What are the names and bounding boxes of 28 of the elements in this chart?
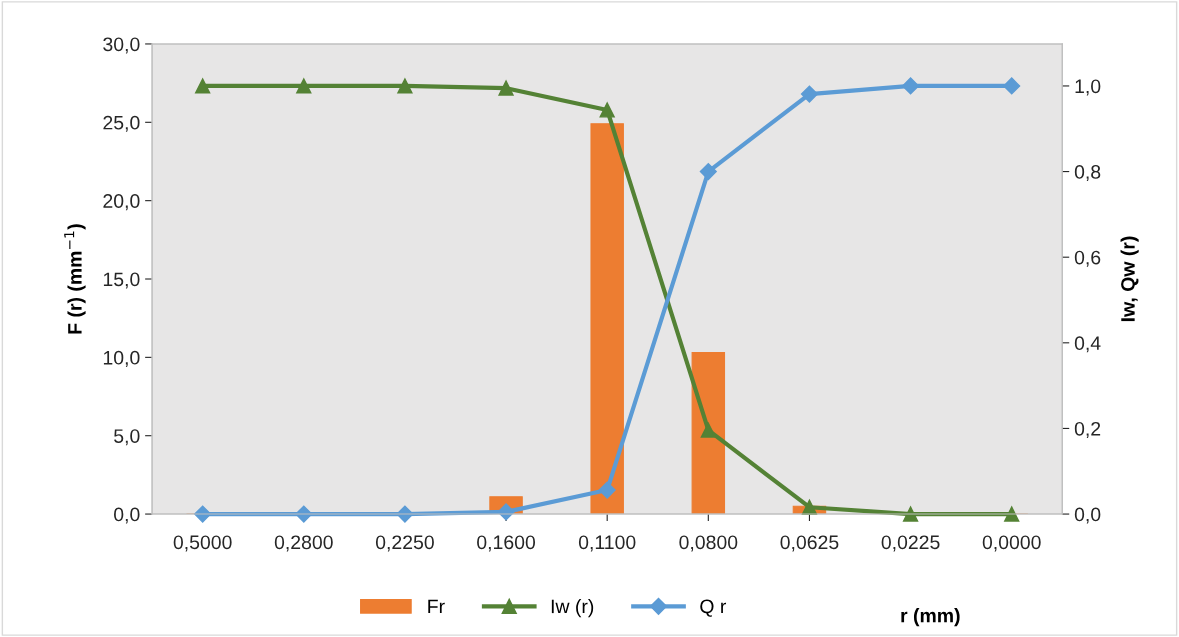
y-tick-label: 0,0: [114, 507, 140, 524]
x-tick-label: 0,5000: [173, 535, 232, 552]
x-tick-label: 0,2800: [274, 535, 333, 552]
x-tick-label: 0,0225: [881, 535, 940, 552]
y-axis-title: F (r) (mm$^{−1}$): [64, 224, 86, 334]
y-tick-label: 25,0: [103, 115, 140, 132]
legend-label: Fr: [428, 599, 445, 614]
x-tick-label: 0,1100: [578, 535, 636, 552]
y2-tick-label: 0,2: [1074, 421, 1101, 438]
x-tick-label: 0,0000: [982, 535, 1041, 552]
x-tick-label: 0,2250: [375, 535, 434, 552]
y-tick-label: 30,0: [103, 37, 140, 54]
x-tick-label: 0,0800: [679, 535, 738, 552]
x-tick-label: 0,1600: [477, 535, 536, 552]
y2-tick-label: 0,8: [1074, 165, 1101, 182]
y2-tick-label: 0,4: [1074, 336, 1101, 353]
y2-tick-label: 0,0: [1074, 507, 1101, 524]
x-tick-label: 0,0625: [780, 535, 839, 552]
y2-axis-title: Iw, Qw (r): [1120, 236, 1139, 322]
legend-label: Q r: [700, 599, 727, 617]
y-tick-label: 10,0: [103, 350, 140, 367]
y-tick-label: 5,0: [114, 429, 140, 446]
y2-tick-label: 1,0: [1075, 79, 1101, 96]
y-tick-label: 20,0: [103, 194, 140, 211]
legend-label: Iw (r): [551, 599, 594, 618]
y2-tick-label: 0,6: [1074, 250, 1101, 267]
y-tick-label: 15,0: [103, 272, 140, 289]
x-axis-title: r (mm): [901, 608, 960, 627]
